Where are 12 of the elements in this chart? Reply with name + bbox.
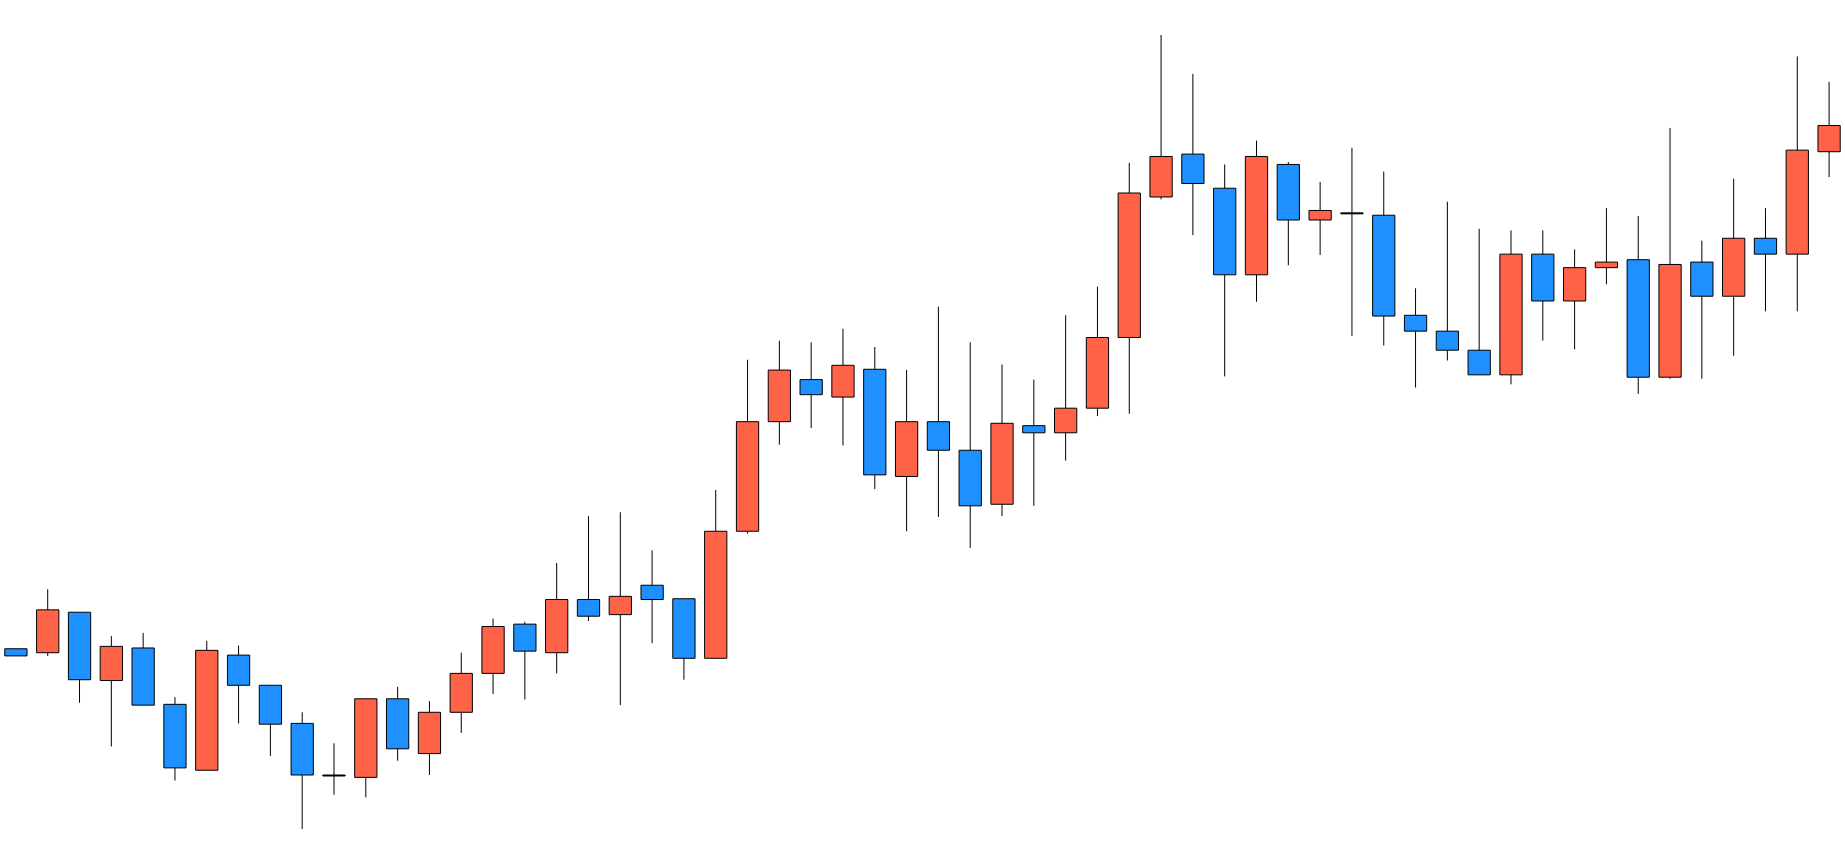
candlestick [1753,207,1778,312]
candlestick [322,742,346,796]
candlestick [1594,207,1619,285]
candlestick [1403,287,1428,389]
candlestick [799,341,823,429]
candlestick [1022,379,1046,507]
candlestick [608,511,632,706]
candlestick [576,515,601,622]
candlestick [640,549,664,644]
candlestick [1435,201,1459,362]
candlestick [1308,181,1332,256]
candlestick [1340,147,1364,337]
